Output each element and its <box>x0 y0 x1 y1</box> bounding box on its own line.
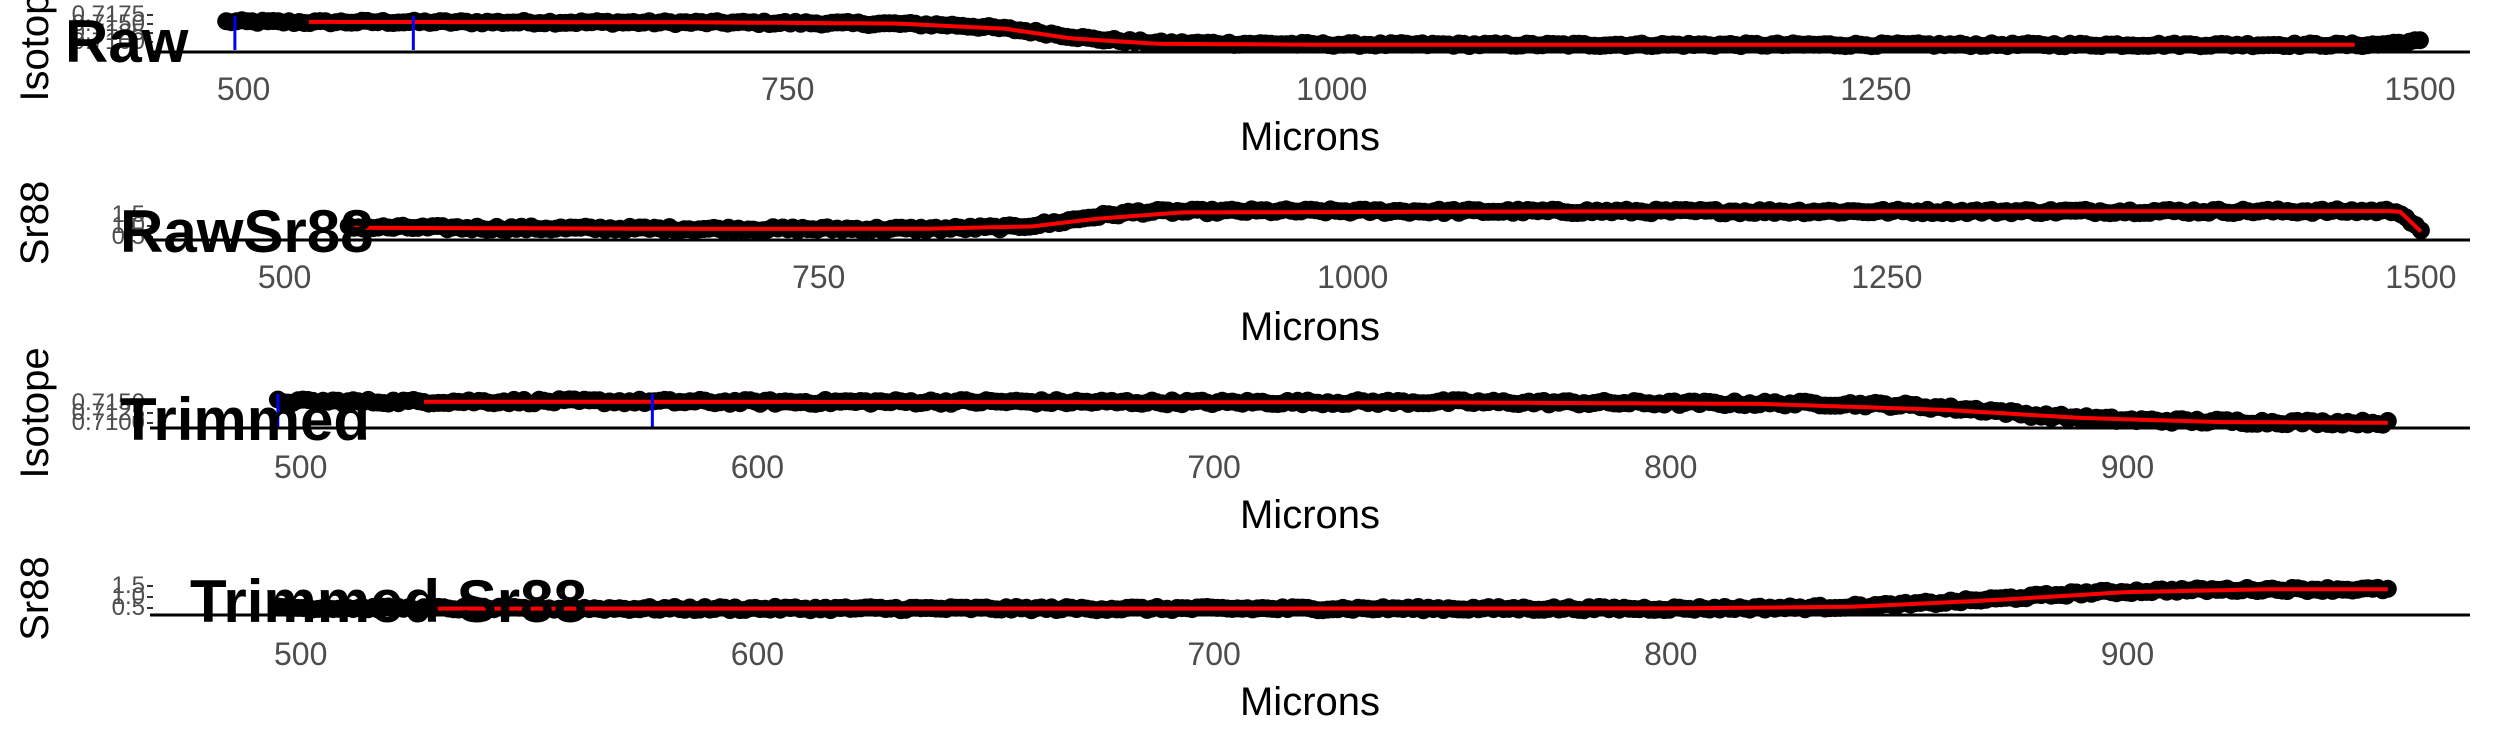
x-tick-label: 700 <box>1187 449 1240 485</box>
x-axis-label: Microns <box>1240 305 1380 349</box>
x-tick-label: 700 <box>1187 636 1240 672</box>
panel-4: 500 600 700 800 900 Microns 1.51.00.5 Sr88 Trimm… <box>13 556 2470 724</box>
data-points <box>268 578 2397 620</box>
x-tick-label: 500 <box>274 449 327 485</box>
x-axis-label: Microns <box>1240 493 1380 537</box>
x-tick-label: 500 <box>217 71 270 107</box>
data-points <box>217 11 2429 56</box>
x-tick-label: 1000 <box>1296 71 1367 107</box>
x-tick-label: 800 <box>1644 636 1697 672</box>
x-tick-label: 1500 <box>2385 259 2456 295</box>
x-tick-label: 1250 <box>1851 259 1922 295</box>
y-axis-label: Sr88 <box>13 556 57 641</box>
fit-line <box>437 587 2388 611</box>
x-tick-label: 500 <box>258 259 311 295</box>
y-axis-label: Isotope <box>13 347 57 478</box>
fit-line <box>308 19 2355 47</box>
x-tick-label: 1000 <box>1317 259 1388 295</box>
y-tick-label: 1.5 <box>112 201 145 228</box>
panel-title: Raw <box>65 8 189 75</box>
y-tick-label: 1.0 <box>112 212 145 239</box>
x-tick-label: 900 <box>2101 449 2154 485</box>
fit-line <box>348 209 2423 233</box>
data-point <box>2410 31 2429 50</box>
x-axis-label: Microns <box>1240 680 1380 724</box>
panel-2: 500 750 1000 1250 1500 Microns 1.51.00.5 Sr88 Ra… <box>13 181 2470 349</box>
x-axis-label: Microns <box>1240 115 1380 159</box>
x-tick-label: 750 <box>792 259 845 295</box>
x-tick-label: 1500 <box>2384 71 2455 107</box>
x-tick-label: 600 <box>731 449 784 485</box>
panel-3: 500 600 700 800 900 Microns 0.71500.71250.7100… <box>13 347 2470 537</box>
y-tick-label: 1.0 <box>112 583 145 610</box>
y-tick-label: 0.7150 <box>72 389 145 416</box>
data-points <box>339 200 2430 240</box>
panel-title: RawSr88 <box>120 198 373 265</box>
y-axis-label: Sr88 <box>13 181 57 266</box>
y-tick-label: 0.5 <box>112 594 145 621</box>
x-tick-label: 500 <box>274 636 327 672</box>
x-tick-label: 750 <box>761 71 814 107</box>
x-tick-label: 900 <box>2101 636 2154 672</box>
panel-title: Trimmed Sr88 <box>190 568 587 635</box>
y-tick-label: 0.7175 <box>72 1 145 28</box>
panel-title: Trimmed <box>120 386 370 453</box>
y-tick-label: 0.7125 <box>72 19 145 46</box>
y-tick-label: 0.7150 <box>72 10 145 37</box>
panel-1: 500 750 1000 1250 1500 Microns 0.71750.71500.7… <box>13 0 2470 159</box>
y-tick-label: 1.5 <box>112 572 145 599</box>
y-tick-label: 0.7100 <box>72 409 145 436</box>
x-tick-label: 1250 <box>1840 71 1911 107</box>
x-tick-label: 600 <box>731 636 784 672</box>
fit-line <box>424 399 2388 425</box>
y-tick-label: 0.7100 <box>72 28 145 55</box>
y-axis-label: Isotope <box>13 0 57 102</box>
y-tick-label: 0.7125 <box>72 399 145 426</box>
y-tick-label: 0.5 <box>112 223 145 250</box>
x-tick-label: 800 <box>1644 449 1697 485</box>
